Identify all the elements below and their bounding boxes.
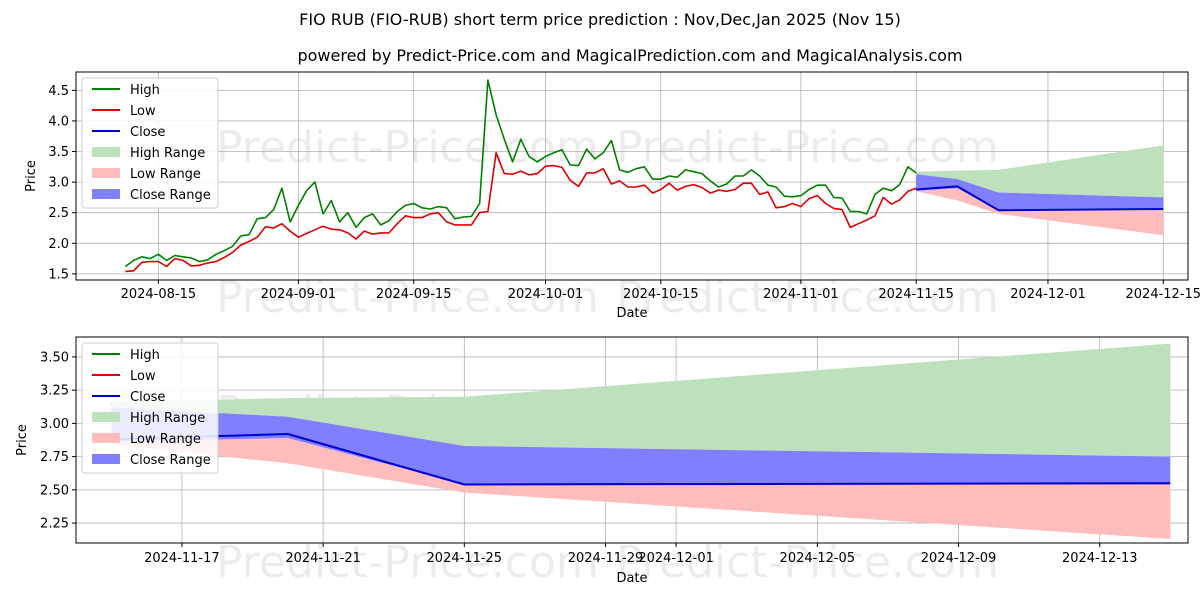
- close-forecast-line: [916, 185, 1164, 212]
- y-tick-label: 2.25: [40, 517, 69, 532]
- y-tick-label: 2.75: [40, 450, 69, 465]
- legend-label-low: Low: [130, 369, 156, 384]
- legend-label-high: High: [130, 83, 160, 98]
- legend: High Low Close High Range Low Range Close Ran…: [81, 342, 219, 474]
- legend-swatch-low-range: [92, 168, 120, 178]
- watermark-text: Predict-Price.com: [616, 122, 999, 173]
- high-series-line: [124, 79, 917, 268]
- y-axis-label: Price: [24, 160, 39, 192]
- x-axis-label: Date: [616, 571, 647, 586]
- y-tick-label: 3.00: [40, 417, 69, 432]
- y-axis-label: Price: [15, 424, 30, 456]
- close-range-band: [916, 174, 1164, 211]
- x-tick-label: 2024-11-21: [285, 551, 361, 566]
- watermark-text: Predict-Price.com: [216, 122, 599, 173]
- legend-label-close-range: Close Range: [130, 188, 211, 203]
- watermark-text: Predict-Price.com: [216, 537, 599, 588]
- legend-label-high-range: High Range: [130, 411, 205, 426]
- y-tick-label: 3.5: [48, 145, 69, 160]
- plot-frame: [75, 336, 1189, 544]
- legend-label-high-range: High Range: [130, 146, 205, 161]
- y-tick-label: 3.25: [40, 384, 69, 399]
- y-tick-label: 4.0: [48, 114, 69, 129]
- x-tick-label: 2024-11-15: [878, 287, 954, 302]
- x-tick-label: 2024-12-13: [1062, 551, 1138, 566]
- x-tick-label: 2024-12-15: [1126, 287, 1200, 302]
- x-tick-label: 2024-11-01: [763, 287, 839, 302]
- x-axis-label: Date: [616, 306, 647, 321]
- x-tick-label: 2024-11-17: [144, 551, 220, 566]
- plot-frame: [75, 71, 1189, 281]
- x-tick-label: 2024-12-09: [921, 551, 997, 566]
- forecast-zoom-panel: Predict-Price.comPredict-Price.comPredic…: [15, 336, 1189, 588]
- y-tick-label: 1.5: [48, 267, 69, 282]
- x-tick-label: 2024-09-15: [376, 287, 452, 302]
- legend-label-low: Low: [130, 104, 156, 119]
- legend-swatch-close-range: [92, 454, 120, 464]
- legend-swatch-high-range: [92, 412, 120, 422]
- y-tick-label: 2.5: [48, 206, 69, 221]
- high-range-band: [916, 145, 1164, 198]
- y-tick-label: 2.0: [48, 237, 69, 252]
- x-tick-label: 2024-08-15: [121, 287, 197, 302]
- legend-label-close: Close: [130, 125, 165, 140]
- close-range-band: [111, 407, 1171, 485]
- x-tick-label: 2024-10-01: [508, 287, 584, 302]
- legend-swatch-high-range: [92, 147, 120, 157]
- x-tick-label: 2024-12-05: [780, 551, 856, 566]
- y-tick-label: 3.0: [48, 176, 69, 191]
- legend-swatch-close-range: [92, 189, 120, 199]
- legend-label-close-range: Close Range: [130, 453, 211, 468]
- x-tick-label: 2024-11-29: [568, 551, 644, 566]
- legend-label-low-range: Low Range: [130, 432, 201, 447]
- low-range-band: [111, 438, 1171, 539]
- x-tick-label: 2024-12-01: [638, 551, 714, 566]
- legend-label-close: Close: [130, 390, 165, 405]
- chart-subtitle: powered by Predict-Price.com and Magical…: [297, 46, 962, 65]
- low-range-band: [916, 188, 1164, 236]
- legend-swatch-low-range: [92, 433, 120, 443]
- watermark-text: Predict-Price.com: [616, 537, 999, 588]
- x-tick-label: 2024-10-15: [623, 287, 699, 302]
- y-tick-label: 2.50: [40, 483, 69, 498]
- legend-label-high: High: [130, 348, 160, 363]
- y-tick-label: 4.5: [48, 84, 69, 99]
- low-series-line: [125, 152, 917, 273]
- chart-title: FIO RUB (FIO-RUB) short term price predi…: [299, 10, 901, 29]
- high-range-band: [111, 343, 1171, 457]
- x-tick-label: 2024-09-01: [261, 287, 337, 302]
- y-tick-label: 3.50: [40, 350, 69, 365]
- x-tick-label: 2024-11-25: [427, 551, 503, 566]
- legend-label-low-range: Low Range: [130, 167, 201, 182]
- history-and-forecast-panel: Predict-Price.com Predict-Price.comPredic…: [24, 71, 1200, 323]
- legend: High Low Close High Range Low Range Close Ran…: [81, 77, 219, 209]
- x-tick-label: 2024-12-01: [1010, 287, 1086, 302]
